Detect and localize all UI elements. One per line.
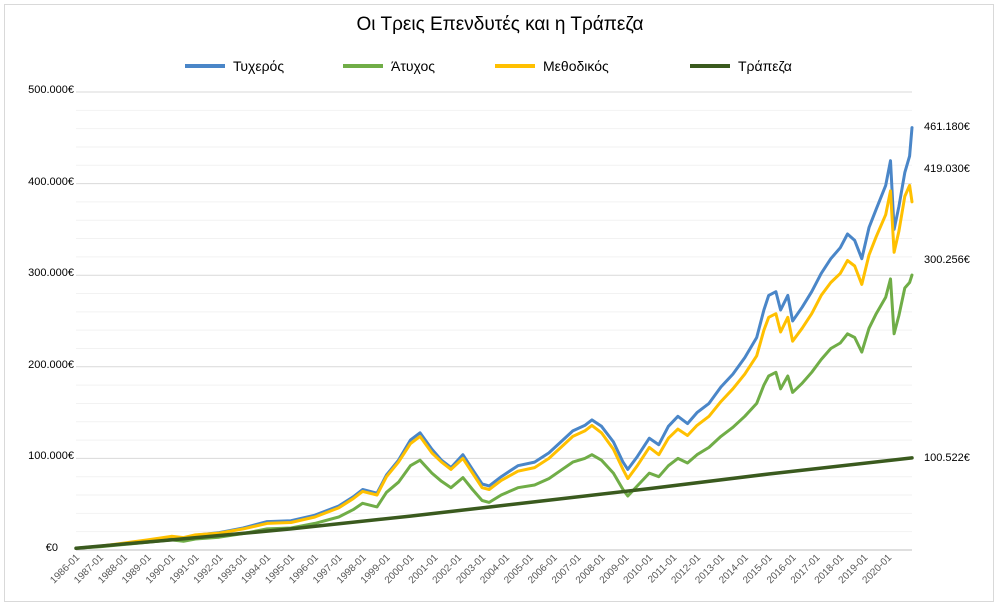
legend-label-lucky: Τυχερός [233, 58, 285, 74]
y-tick-label-2: 200.000€ [28, 358, 74, 371]
end-label-3: 100.522€ [924, 452, 970, 464]
y-tick-label-0: €0 [45, 542, 58, 554]
series-line-0 [74, 126, 914, 550]
end-label-0: 461.180€ [924, 121, 970, 133]
y-tick-label-4: 400.000€ [28, 175, 74, 188]
end-label-2: 419.030€ [924, 163, 970, 175]
end-label-1: 300.256€ [924, 254, 970, 266]
legend-swatch-unlucky [343, 64, 383, 68]
y-tick-label-3: 300.000€ [28, 267, 74, 280]
legend-swatch-lucky [185, 64, 225, 68]
legend-item-lucky[interactable]: Τυχερός [185, 58, 284, 74]
chart-frame [4, 4, 994, 602]
series-line-3 [74, 456, 914, 550]
legend-item-unlucky[interactable]: Άτυχος [343, 58, 435, 74]
legend-label-unlucky: Άτυχος [391, 58, 436, 74]
legend: Τυχερός Άτυχος Μεθοδικός Τράπεζα [0, 58, 1000, 82]
legend-label-bank: Τράπεζα [738, 58, 792, 74]
y-tick-label-5: 500.000€ [28, 84, 74, 96]
y-tick-label-1: 100.000€ [28, 450, 74, 463]
series-line-1 [74, 273, 914, 550]
legend-swatch-bank [690, 64, 730, 68]
legend-item-methodical[interactable]: Μεθοδικός [495, 58, 609, 74]
series-line-2 [74, 183, 914, 550]
legend-swatch-methodical [495, 64, 535, 68]
legend-label-methodical: Μεθοδικός [543, 58, 609, 74]
chart-title: Οι Τρεις Επενδυτές και η Τράπεζα [356, 14, 644, 35]
legend-item-bank[interactable]: Τράπεζα [690, 58, 792, 74]
